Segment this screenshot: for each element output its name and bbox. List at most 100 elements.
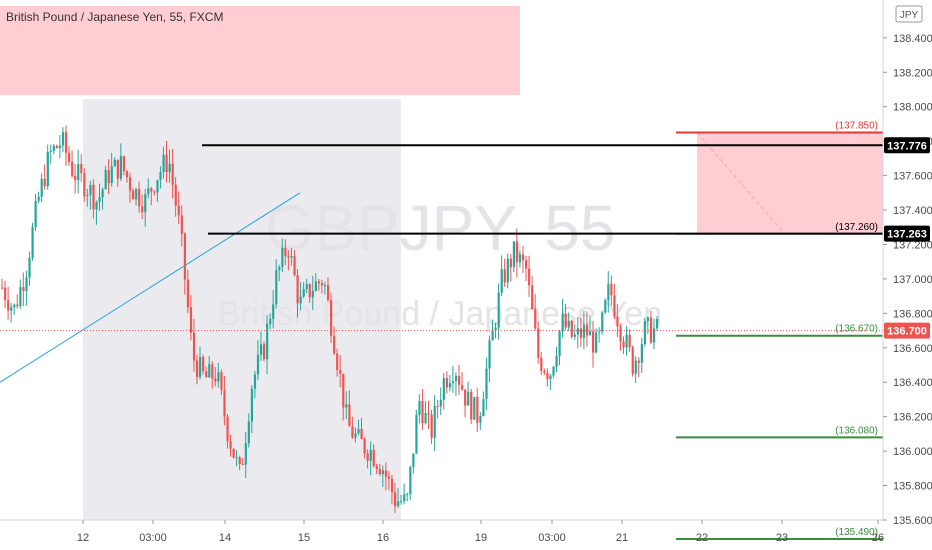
candle-body [509, 258, 512, 268]
level-label: (136.080) [835, 425, 878, 436]
candle-body [534, 309, 537, 329]
candle-body [628, 334, 631, 348]
candle-body [104, 170, 107, 190]
candle-body [1, 287, 4, 289]
candle-body [552, 366, 555, 376]
candle-body [46, 151, 49, 186]
candle-body [229, 441, 232, 449]
candle-body [366, 453, 369, 461]
candle-body [585, 324, 589, 336]
candle-body [89, 184, 92, 195]
candle-body [360, 428, 363, 440]
shaded-range [83, 99, 401, 520]
price-marker [884, 137, 930, 154]
x-tick-label: 14 [219, 532, 231, 544]
candle-body [625, 334, 628, 348]
candle-body [241, 463, 244, 465]
candle-body [263, 344, 266, 360]
chart-title: British Pound / Japanese Yen, 55, FXCM [6, 10, 223, 24]
candle-body [598, 331, 601, 333]
candle-body [378, 468, 381, 475]
candle-body [409, 466, 412, 495]
candle-body [52, 145, 55, 151]
candle-body [266, 324, 269, 360]
candle-body [308, 284, 311, 298]
candle-body [71, 161, 74, 176]
candle-body [494, 327, 497, 331]
candle-body [189, 307, 193, 333]
x-tick-label: 22 [696, 532, 708, 544]
candle-body [518, 254, 522, 263]
candle-body [506, 258, 509, 283]
candle-body [305, 284, 308, 290]
candle-body [348, 404, 351, 427]
candle-body [564, 313, 567, 328]
candle-body [141, 206, 144, 213]
candle-body [220, 372, 223, 390]
candle-body [92, 184, 95, 210]
candle-body [604, 300, 607, 313]
candle-body [192, 332, 196, 361]
candle-body [649, 317, 653, 343]
candle-body [296, 275, 299, 304]
candle-body [610, 283, 613, 296]
candle-body [199, 356, 202, 378]
candle-body [479, 415, 482, 423]
candle-body [573, 334, 576, 337]
candle-body [442, 378, 445, 400]
candle-body [211, 364, 214, 379]
price-axis[interactable]: 138.400138.200138.000137.800137.600137.4… [883, 33, 932, 550]
candle-body [491, 330, 494, 341]
candle-body [98, 197, 101, 202]
candle-body [299, 296, 302, 304]
candle-body [543, 370, 546, 373]
candle-body [144, 194, 147, 213]
x-tick-label: 03:00 [538, 532, 566, 544]
level-label: (135.490) [835, 527, 878, 538]
y-tick-label: 137.400 [893, 205, 932, 217]
candle-body [95, 201, 98, 210]
currency-badge[interactable] [895, 5, 923, 23]
x-tick-label: 21 [616, 532, 628, 544]
candle-body [110, 166, 113, 184]
candle-body [634, 360, 637, 374]
price-marker-label: 137.263 [887, 229, 927, 241]
price-marker-label: 137.776 [887, 140, 927, 152]
candle-body [326, 285, 330, 301]
candle-body [363, 439, 366, 454]
candle-body [561, 313, 564, 332]
candle-body [183, 233, 186, 280]
candle-body [314, 281, 317, 291]
candle-body [278, 266, 281, 271]
candle-body [49, 150, 52, 152]
y-tick-label: 138.200 [893, 67, 932, 79]
candle-body [555, 355, 558, 367]
candle-body [214, 378, 217, 382]
y-tick-label: 136.600 [893, 343, 932, 355]
candle-body [22, 287, 25, 291]
y-tick-label: 135.800 [893, 481, 932, 493]
candle-body [384, 470, 388, 477]
y-tick-label: 138.000 [893, 102, 932, 114]
candle-body [418, 401, 421, 415]
candle-body [345, 404, 348, 408]
candle-body [284, 247, 287, 257]
candle-body [482, 399, 485, 416]
candle-body [272, 304, 275, 319]
time-axis[interactable]: 12 03:00 14 15 16 19 03:00 21 22 23 26 [77, 520, 884, 544]
trend-line[interactable] [0, 192, 301, 383]
candle-body [107, 170, 110, 184]
candle-body [153, 191, 156, 193]
y-tick-label: 136.400 [893, 377, 932, 389]
candle-body [159, 172, 162, 181]
candle-body [424, 413, 427, 424]
candle-body [454, 375, 458, 382]
candle-body [461, 384, 464, 390]
candle-body [390, 478, 394, 493]
candle-body [122, 156, 126, 172]
candle-body [165, 154, 168, 173]
sell-zone[interactable] [697, 132, 883, 235]
candle-body [412, 453, 415, 467]
candle-body [433, 405, 436, 438]
